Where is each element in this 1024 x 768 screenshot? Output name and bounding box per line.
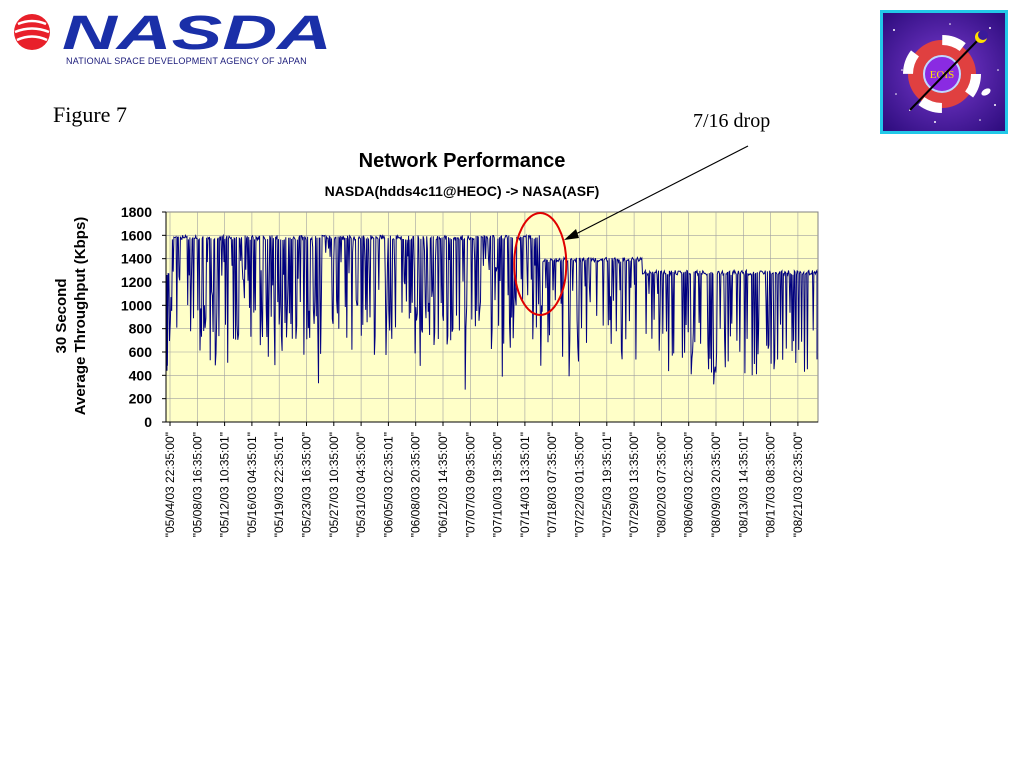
x-tick-label: "07/22/03 01:35:00" (573, 432, 587, 537)
moon-icon (975, 30, 988, 43)
x-tick-label: "07/18/03 07:35:00" (545, 432, 559, 537)
y-tick-label: 200 (129, 391, 153, 407)
x-tick-label: "05/08/03 16:35:00" (190, 432, 204, 537)
x-tick-label: "07/29/03 13:35:00" (627, 432, 641, 537)
x-tick-label: "06/12/03 14:35:00" (436, 432, 450, 537)
y-tick-label: 1600 (121, 227, 152, 243)
x-tick-label: "08/06/03 02:35:00" (682, 432, 696, 537)
y-tick-label: 800 (129, 321, 153, 337)
y-tick-label: 600 (129, 344, 153, 360)
x-tick-label: "05/31/03 04:35:00" (354, 432, 368, 537)
drop-arrow-head (564, 229, 579, 240)
x-tick-label: "08/21/03 02:35:00" (791, 432, 805, 537)
x-tick-label: "05/27/03 10:35:00" (327, 432, 341, 537)
x-tick-label: "05/19/03 22:35:01" (272, 432, 286, 537)
y-tick-label: 1400 (121, 251, 152, 267)
y-tick-label: 1200 (121, 274, 152, 290)
x-tick-label: "05/16/03 04:35:01" (245, 432, 259, 537)
stars-icon (893, 23, 999, 123)
x-tick-label: "07/10/03 19:35:00" (491, 432, 505, 537)
throughput-series-line (166, 233, 818, 390)
x-tick-label: "05/23/03 16:35:00" (300, 432, 314, 537)
x-tick-label: "08/02/03 07:35:00" (654, 432, 668, 537)
chart-title: Network Performance (358, 150, 566, 172)
badge-rod (909, 37, 981, 111)
x-tick-label: "05/04/03 22:35:00" (163, 432, 177, 537)
satellite-icon (981, 88, 991, 96)
x-tick-label: "07/25/03 19:35:01" (600, 432, 614, 537)
nasda-tagline: NATIONAL SPACE DEVELOPMENT AGENCY OF JAP… (66, 56, 307, 66)
nasda-logo-mark: NASDA (14, 7, 332, 60)
x-tick-label: "08/13/03 14:35:01" (736, 432, 750, 537)
drop-annotation-label: 7/16 drop (693, 110, 771, 132)
drop-arrow-line (567, 145, 749, 239)
x-tick-label: "08/09/03 20:35:00" (709, 432, 723, 537)
x-tick-label: "06/08/03 20:35:00" (409, 432, 423, 537)
eois-badge: EOIS (879, 9, 1009, 135)
drop-highlight-ellipse (513, 212, 568, 316)
chart-subtitle: NASDA(hdds4c11@HEOC) -> NASA(ASF) (324, 183, 600, 199)
y-tick-label: 1800 (121, 204, 152, 220)
y-tick-label: 400 (129, 367, 153, 383)
y-tick-label: 1000 (121, 297, 152, 313)
life-ring-icon (903, 35, 981, 113)
x-tick-label: "07/07/03 09:35:00" (463, 432, 477, 537)
x-tick-label: "08/17/03 08:35:00" (764, 432, 778, 537)
x-tick-label: "07/14/03 13:35:01" (518, 432, 532, 537)
x-tick-label: "06/05/03 02:35:01" (381, 432, 395, 537)
figure-label: Figure 7 (53, 102, 127, 127)
nasda-logo: NASDA NATIONAL SPACE DEVELOPMENT AGENCY … (12, 7, 342, 70)
nasda-logo-text: NASDA (62, 10, 332, 56)
nasda-globe-icon (14, 14, 50, 50)
y-tick-label: 0 (144, 414, 152, 430)
x-tick-label: "05/12/03 10:35:01" (218, 432, 232, 537)
